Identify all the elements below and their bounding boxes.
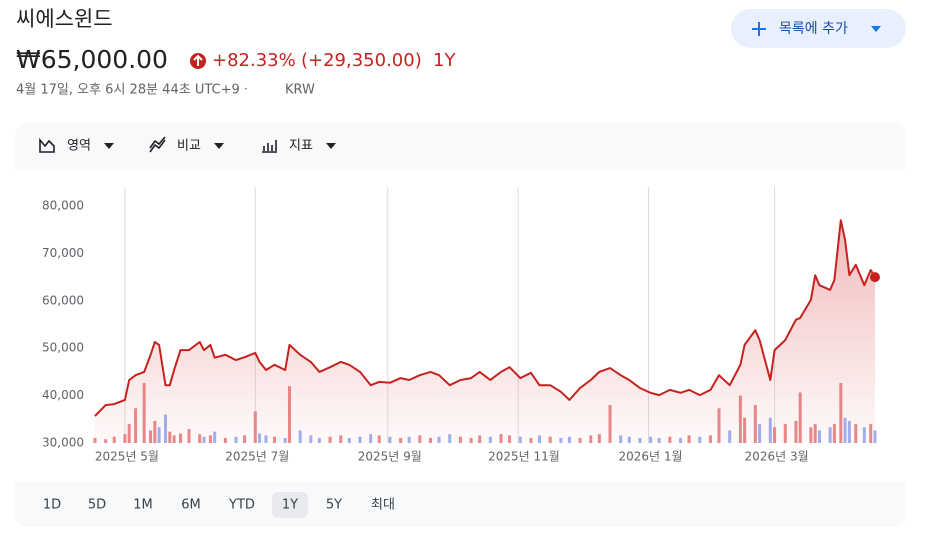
range-button[interactable]: 5Y — [326, 498, 342, 513]
toolbar-caret — [214, 143, 224, 149]
range-button[interactable]: 5D — [88, 498, 106, 513]
toolbar-caret — [104, 143, 114, 149]
toolbar-label: 지표 — [289, 139, 313, 154]
range-button[interactable]: 1M — [133, 498, 153, 513]
dropdown-icon — [871, 26, 881, 32]
price-area — [95, 220, 875, 443]
range-button[interactable]: 1D — [43, 498, 61, 513]
range-button[interactable]: 6M — [181, 498, 201, 513]
x-tick-label: 2026년 3월 — [745, 450, 809, 464]
up-arrow — [193, 54, 203, 66]
x-tick-label: 2025년 11월 — [488, 450, 560, 464]
timestamp: 4월 17일, 오후 6시 28분 44초 UTC+9 · — [16, 83, 248, 98]
x-tick-label: 2026년 1월 — [618, 450, 682, 464]
y-tick-label: 70,000 — [42, 246, 84, 260]
change-amount: (+29,350.00) — [301, 50, 422, 71]
y-tick-label: 60,000 — [42, 293, 84, 307]
plus-icon — [752, 22, 766, 36]
toolbar-label: 영역 — [67, 139, 91, 154]
y-tick-label: 50,000 — [42, 341, 84, 355]
range-selected — [272, 492, 308, 518]
x-tick-label: 2025년 5월 — [95, 450, 159, 464]
toolbar-icon — [39, 137, 55, 153]
x-tick-label: 2025년 7월 — [225, 450, 289, 464]
price: ₩65,000.00 — [16, 45, 168, 74]
y-tick-label: 30,000 — [42, 436, 84, 450]
range-button[interactable]: YTD — [228, 498, 255, 513]
change-percent: +82.33% — [212, 50, 296, 71]
y-tick-label: 40,000 — [42, 388, 84, 402]
range-button[interactable]: 1Y — [282, 498, 298, 513]
add-button[interactable] — [731, 9, 906, 48]
stock-title: 씨에스윈드 — [16, 7, 113, 31]
price-line — [94, 219, 876, 417]
toolbar-icon — [149, 136, 166, 153]
last-point — [870, 272, 880, 283]
currency: KRW — [285, 83, 315, 98]
range-button[interactable]: 최대 — [371, 498, 395, 513]
x-tick-label: 2025년 9월 — [358, 450, 422, 464]
y-tick-label: 80,000 — [42, 199, 84, 213]
period: 1Y — [433, 50, 456, 71]
toolbar-caret — [326, 143, 336, 149]
toolbar-label: 비교 — [177, 139, 201, 154]
add-button-label: 목록에 추가 — [779, 21, 848, 37]
toolbar-icon — [262, 140, 277, 153]
